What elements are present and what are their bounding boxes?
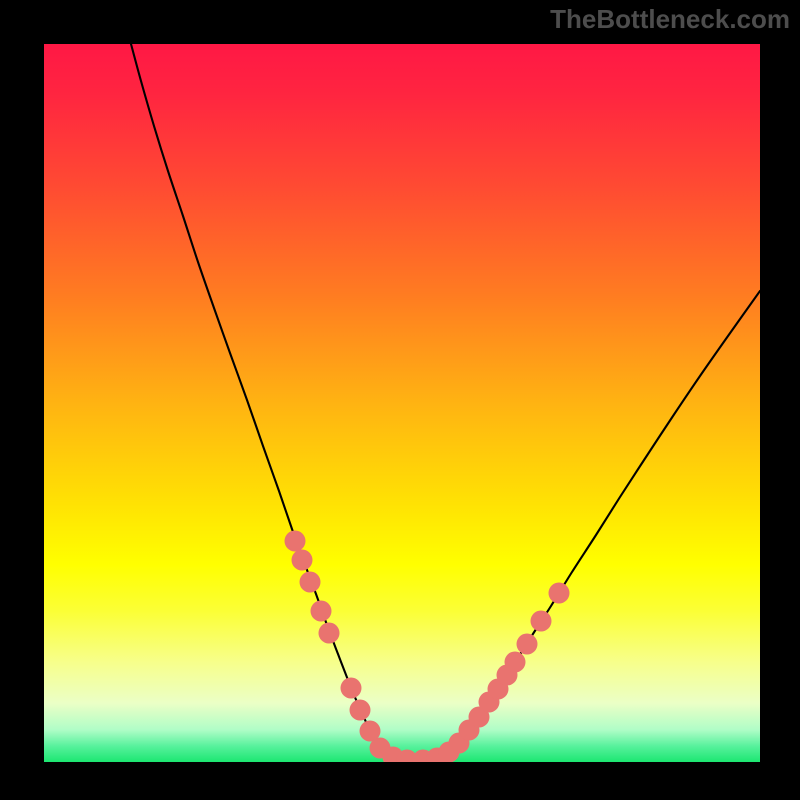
plot-area: [44, 44, 760, 762]
data-marker: [292, 550, 313, 571]
data-marker: [517, 634, 538, 655]
data-marker: [549, 583, 570, 604]
data-marker: [350, 700, 371, 721]
data-marker: [285, 531, 306, 552]
data-marker: [311, 601, 332, 622]
chart-stage: TheBottleneck.com: [0, 0, 800, 800]
watermark-text: TheBottleneck.com: [550, 4, 790, 35]
chart-svg: [44, 44, 760, 762]
gradient-background: [44, 44, 760, 762]
data-marker: [319, 623, 340, 644]
data-marker: [341, 678, 362, 699]
data-marker: [300, 572, 321, 593]
data-marker: [531, 611, 552, 632]
data-marker: [505, 652, 526, 673]
